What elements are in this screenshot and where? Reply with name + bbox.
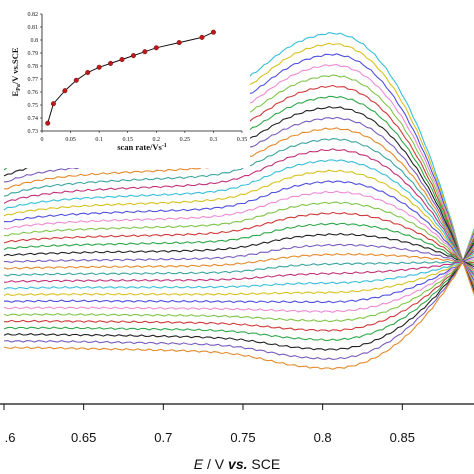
voltammogram-curve bbox=[3, 169, 474, 262]
voltammogram-curve bbox=[3, 260, 474, 304]
x-axis-title-unit: / V bbox=[203, 456, 228, 472]
inset-y-axis-title-sub: Pa bbox=[16, 84, 22, 91]
x-axis-title-vs: vs. bbox=[228, 456, 247, 472]
voltammogram-curve bbox=[3, 222, 474, 266]
inset-data-point bbox=[96, 64, 102, 70]
inset-y-axis-title-rest: /V vs.SCE bbox=[10, 47, 20, 85]
inset-data-point bbox=[119, 57, 125, 63]
x-tick-label: 0.8 bbox=[314, 430, 332, 445]
inset-data-point bbox=[62, 88, 68, 94]
x-axis-title-symbol: E bbox=[194, 456, 204, 472]
x-axis-title: E / V vs. SCE bbox=[194, 456, 280, 472]
voltammogram-curve bbox=[3, 148, 474, 264]
voltammogram-curve bbox=[3, 190, 474, 264]
inset-x-tick-label: 0.05 bbox=[65, 137, 76, 143]
inset-series-line bbox=[47, 31, 214, 124]
inset-x-tick-label: 0.25 bbox=[180, 137, 191, 143]
inset-data-point bbox=[210, 29, 216, 35]
x-ticks: .6 0.65 0.7 0.75 0.8 0.85 bbox=[3, 404, 415, 445]
voltammogram-curve bbox=[3, 261, 474, 323]
voltammogram-curve bbox=[3, 201, 474, 264]
inset-data-point bbox=[50, 101, 56, 107]
voltammogram-curve bbox=[3, 180, 474, 263]
x-axis-title-ref: SCE bbox=[248, 456, 281, 472]
inset-x-ticks: 0 0.05 0.1 0.15 0.2 0.25 0.3 0.35 bbox=[41, 131, 248, 143]
voltammogram-curve bbox=[3, 211, 474, 264]
voltammogram-curve bbox=[3, 261, 474, 332]
voltammogram-curve bbox=[3, 261, 474, 290]
inset-data-point bbox=[142, 49, 148, 55]
inset-y-tick-label: 0.8 bbox=[31, 38, 39, 44]
inset-data-point bbox=[130, 53, 136, 59]
inset-x-tick-label: 0.2 bbox=[153, 137, 161, 143]
voltammogram-curve bbox=[3, 260, 474, 277]
inset-y-axis-title-symbol: E bbox=[10, 91, 20, 97]
inset-x-axis-title-text: scan rate/Vs bbox=[117, 142, 162, 152]
x-tick-label: 0.75 bbox=[230, 430, 255, 445]
voltammogram-curve bbox=[3, 261, 474, 283]
inset-y-tick-label: 0.75 bbox=[28, 103, 39, 109]
voltammogram-curve bbox=[3, 159, 474, 263]
voltammogram-curve bbox=[3, 138, 474, 264]
inset-data-point bbox=[153, 45, 159, 51]
voltammogram-curve bbox=[3, 260, 474, 351]
inset-x-tick-label: 0.1 bbox=[95, 137, 103, 143]
inset-y-tick-label: 0.73 bbox=[28, 129, 39, 135]
inset-y-tick-label: 0.74 bbox=[28, 116, 39, 122]
inset-data-point bbox=[199, 34, 205, 40]
inset-data-point bbox=[176, 40, 182, 46]
inset-y-axis-title: EPa/V vs.SCE bbox=[10, 47, 22, 96]
inset-y-tick-label: 0.79 bbox=[28, 51, 39, 57]
voltammogram-curve bbox=[3, 243, 474, 270]
inset-data-point bbox=[45, 120, 51, 126]
x-tick-label: 0.85 bbox=[390, 430, 415, 445]
voltammogram-curve bbox=[3, 260, 474, 370]
inset-x-tick-label: 0.15 bbox=[122, 137, 133, 143]
inset-y-ticks: 0.73 0.74 0.75 0.76 0.77 0.78 0.79 0.8 0.81 0.82 bbox=[28, 12, 42, 135]
inset-series bbox=[45, 29, 216, 126]
inset-x-tick-label: 0.3 bbox=[210, 137, 218, 143]
voltammogram-curve bbox=[3, 261, 474, 313]
inset-y-tick-label: 0.77 bbox=[28, 77, 39, 83]
inset-chart: 0.730.740.750.760.770.780.790.80.810.82 … bbox=[0, 0, 250, 168]
inset-y-tick-label: 0.82 bbox=[28, 12, 39, 18]
inset-axes bbox=[41, 14, 242, 132]
voltammogram-curve bbox=[3, 259, 474, 360]
voltammogram-curve bbox=[3, 260, 474, 296]
x-tick-label: 0.65 bbox=[71, 430, 96, 445]
voltammogram-curve bbox=[3, 252, 474, 272]
inset-x-tick-label: 0 bbox=[41, 137, 44, 143]
voltammogram-curve bbox=[3, 261, 474, 341]
inset-y-tick-label: 0.78 bbox=[28, 64, 39, 70]
inset-x-axis-title-sup: -1 bbox=[162, 143, 167, 149]
inset-x-axis-title: scan rate/Vs-1 bbox=[117, 142, 167, 152]
x-axis: .6 0.65 0.7 0.75 0.8 0.85 E / V vs. SCE bbox=[0, 403, 474, 472]
x-tick-label: .6 bbox=[5, 430, 16, 445]
inset-y-tick-label: 0.76 bbox=[28, 90, 39, 96]
inset-data-point bbox=[108, 60, 114, 66]
inset-x-tick-label: 0.35 bbox=[237, 137, 248, 143]
inset-y-tick-label: 0.81 bbox=[28, 25, 39, 31]
inset-data-point bbox=[85, 69, 91, 75]
inset-data-point bbox=[73, 77, 79, 83]
voltammogram-curve bbox=[3, 232, 474, 268]
x-tick-label: 0.7 bbox=[154, 430, 172, 445]
